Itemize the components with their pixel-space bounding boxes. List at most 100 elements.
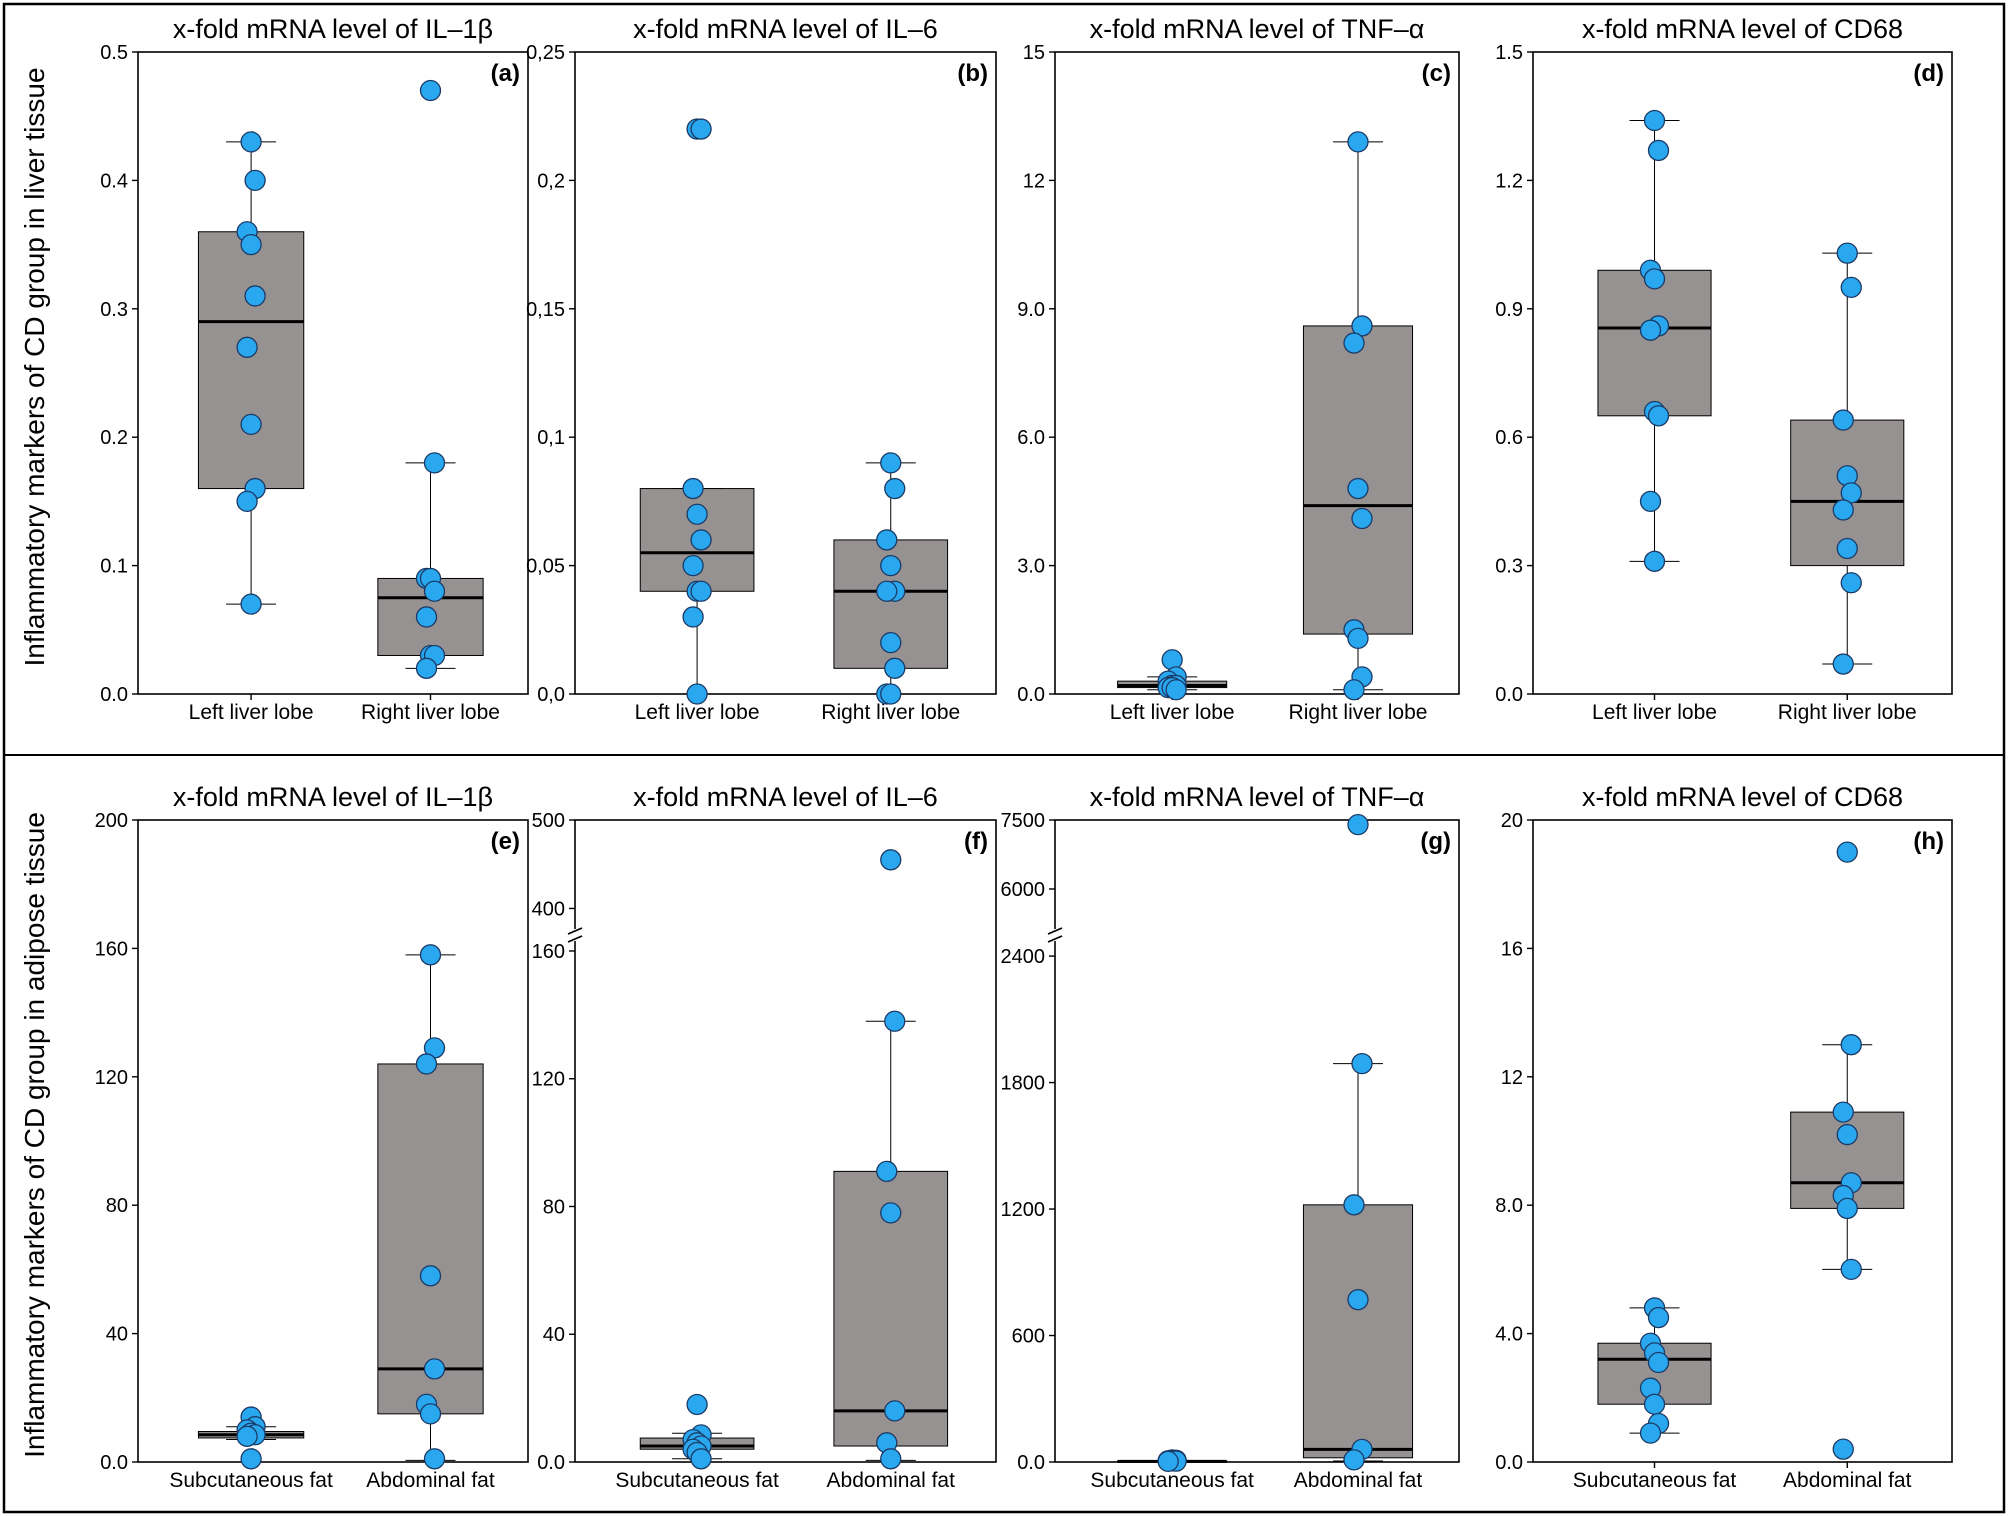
y-tick-label: 80: [106, 1195, 128, 1217]
row-label-adipose: Inflammatory markers of CD group in adip…: [19, 812, 50, 1458]
data-point: [880, 1202, 902, 1224]
y-tick-label: 120: [95, 1067, 128, 1089]
data-point: [1643, 1393, 1666, 1415]
y-tick-label: 8.0: [1495, 1195, 1523, 1217]
chart-title: x-fold mRNA level of CD68: [1582, 14, 1903, 44]
y-tick-label: 0.6: [1495, 427, 1523, 449]
x-tick-label: Subcutaneous fat: [615, 1469, 779, 1492]
data-point: [1347, 1289, 1369, 1311]
panel-label: (e): [491, 828, 520, 855]
data-point: [880, 1448, 902, 1470]
data-point: [1643, 550, 1666, 572]
data-point: [1343, 679, 1365, 701]
data-point: [1347, 813, 1369, 836]
y-tick-label: 0,0: [537, 684, 565, 706]
data-point: [244, 169, 266, 192]
data-point: [876, 580, 898, 602]
y-tick-label: 0.0: [1017, 1452, 1045, 1474]
y-tick-label: 2400: [1001, 946, 1046, 968]
data-point: [884, 477, 906, 500]
data-point: [1639, 1422, 1662, 1444]
x-tick-label: Subcutaneous fat: [1573, 1469, 1737, 1492]
data-point: [1832, 1438, 1854, 1460]
x-tick-label: Left liver lobe: [635, 701, 760, 724]
chart-panel-3: 0.0 3.0 6.0 9.0 12 15 x-fold mRNA level of TNF…: [1017, 14, 1460, 724]
data-point: [1351, 315, 1373, 337]
data-point: [1832, 499, 1854, 521]
y-tick-label: 500: [532, 810, 565, 832]
plot-frame: [1054, 51, 1460, 695]
plot-frame: [1054, 819, 1460, 1463]
panel-label: (a): [491, 60, 520, 87]
axis-break-mark: [567, 927, 583, 935]
data-point: [884, 657, 906, 679]
y-tick-label: 0.3: [1495, 556, 1523, 578]
y-tick-label: 400: [532, 898, 565, 920]
data-point: [240, 233, 262, 256]
data-point: [423, 452, 446, 474]
y-tick-label: 0,05: [526, 556, 565, 578]
x-tick-label: Right liver lobe: [361, 701, 500, 724]
data-point: [1840, 276, 1862, 299]
y-tick-label: 12: [1023, 170, 1045, 192]
data-point: [1639, 490, 1662, 513]
data-point: [1647, 1351, 1670, 1374]
data-point: [1840, 1034, 1862, 1056]
axis-break-mark: [1047, 927, 1063, 935]
chart-panel-5: 0.0 40 80 120 160 200 x-fold mRNA level of IL–…: [95, 782, 529, 1492]
data-point: [1351, 1052, 1373, 1075]
y-tick-label: 0.3: [100, 299, 128, 321]
data-point: [1165, 679, 1187, 701]
axis-break-mark: [1047, 935, 1063, 943]
panel-label: (c): [1422, 60, 1451, 87]
data-point: [1343, 332, 1365, 354]
data-point: [1157, 1450, 1179, 1473]
y-tick-label: 1.5: [1495, 42, 1523, 64]
panel-label: (h): [1913, 828, 1944, 855]
y-tick-label: 40: [106, 1324, 128, 1346]
x-tick-label: Right liver lobe: [821, 701, 960, 724]
box-iqr: [1597, 269, 1712, 417]
data-point: [419, 1265, 442, 1287]
x-tick-label: Subcutaneous fat: [169, 1469, 333, 1492]
y-tick-label: 0.0: [1495, 1452, 1523, 1474]
data-point: [876, 529, 898, 551]
data-point: [1832, 409, 1854, 431]
y-tick-label: 120: [532, 1069, 565, 1091]
x-tick-label: Left liver lobe: [1110, 701, 1235, 724]
data-point: [236, 490, 258, 513]
data-point: [1643, 268, 1666, 290]
data-point: [1832, 653, 1854, 675]
data-point: [244, 285, 266, 307]
data-point: [1840, 482, 1862, 504]
x-tick-label: Right liver lobe: [1778, 701, 1917, 724]
data-point: [240, 593, 262, 615]
data-point: [1647, 405, 1670, 427]
data-point: [1343, 1194, 1365, 1216]
y-tick-label: 0.0: [1017, 684, 1045, 706]
data-point: [1836, 242, 1858, 264]
y-tick-label: 200: [95, 810, 128, 832]
data-point: [682, 606, 704, 628]
chart-panel-7: 0.0 600 1200 1800 2400 6000 7500 x-fold mRNA le…: [1001, 782, 1460, 1492]
chart-panel-2: 0,0 0,05 0,1 0,15 0,2 0,25 x-fold mRNA level o…: [526, 14, 997, 724]
y-tick-label: 0.9: [1495, 299, 1523, 321]
chart-title: x-fold mRNA level of IL–1β: [173, 782, 493, 812]
y-tick-label: 1200: [1001, 1199, 1046, 1221]
data-point: [1347, 131, 1369, 153]
y-tick-label: 6.0: [1017, 427, 1045, 449]
data-point: [880, 554, 902, 577]
data-point: [1836, 1123, 1858, 1146]
y-tick-label: 0,15: [526, 299, 565, 321]
data-point: [423, 1448, 446, 1470]
y-tick-label: 160: [95, 938, 128, 960]
x-tick-label: Left liver lobe: [1592, 701, 1717, 724]
y-tick-label: 0.0: [537, 1452, 565, 1474]
y-tick-label: 7500: [1001, 810, 1046, 832]
plot-frame: [137, 51, 529, 695]
plot-frame: [1532, 51, 1953, 695]
chart-title: x-fold mRNA level of TNF–α: [1090, 14, 1425, 44]
chart-title: x-fold mRNA level of TNF–α: [1090, 782, 1425, 812]
data-point: [880, 683, 902, 705]
data-point: [690, 580, 712, 602]
